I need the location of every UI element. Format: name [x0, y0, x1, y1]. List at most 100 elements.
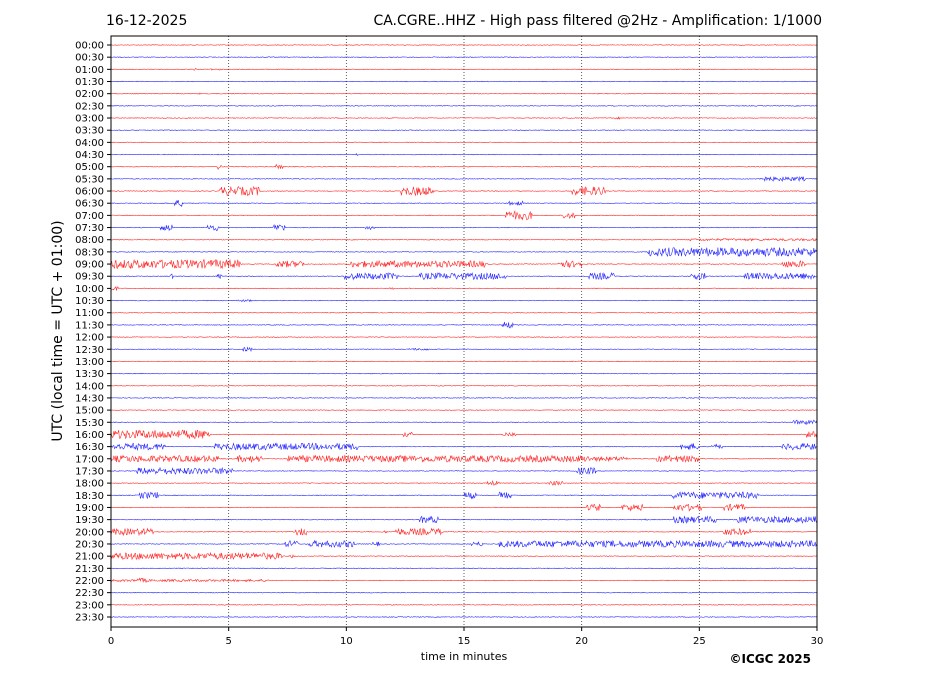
chart-date: 16-12-2025: [106, 13, 187, 29]
x-tick-label: 5: [225, 636, 231, 647]
chart-title: CA.CGRE..HHZ - High pass filtered @2Hz -…: [373, 13, 822, 29]
y-tick-label: 09:30: [75, 272, 104, 283]
trace-0200: [110, 92, 817, 95]
trace-1330: [110, 372, 817, 375]
trace-1730: [110, 466, 817, 475]
y-tick-label: 08:30: [75, 247, 104, 258]
trace-1400: [110, 385, 817, 387]
x-axis-label: time in minutes: [421, 650, 508, 663]
trace-0100: [110, 67, 817, 71]
trace-1100: [110, 311, 817, 314]
y-tick-label: 16:00: [75, 430, 104, 441]
trace-1030: [110, 299, 817, 303]
y-tick-label: 10:00: [75, 284, 104, 295]
plot-frame: [110, 35, 818, 628]
x-tick-label: 10: [340, 636, 353, 647]
trace-1430: [110, 397, 817, 399]
y-axis-label: UTC (local time = UTC + 01:00): [50, 220, 66, 441]
y-tick-label: 21:30: [75, 564, 104, 575]
trace-0830: [110, 247, 817, 258]
trace-0430: [110, 153, 817, 156]
trace-1200: [110, 336, 817, 338]
x-tick-label: 0: [108, 636, 114, 647]
trace-1900: [110, 503, 817, 512]
y-tick-label: 23:00: [75, 600, 104, 611]
trace-1700: [110, 454, 817, 464]
trace-0030: [110, 56, 817, 58]
y-tick-label: 01:30: [75, 77, 104, 88]
y-tick-label: 05:30: [75, 174, 104, 185]
trace-0730: [110, 224, 817, 232]
y-tick-label: 19:00: [75, 503, 104, 514]
trace-1500: [110, 409, 817, 411]
y-tick-label: 23:30: [75, 612, 104, 623]
y-tick-label: 07:30: [75, 223, 104, 234]
y-tick-label: 05:00: [75, 162, 104, 173]
trace-0230: [110, 105, 817, 107]
trace-2000: [110, 527, 817, 537]
trace-1600: [110, 429, 817, 440]
y-tick-label: 02:30: [75, 101, 104, 112]
trace-2300: [110, 604, 817, 606]
y-tick-label: 18:30: [75, 491, 104, 502]
y-tick-label: 17:00: [75, 454, 104, 465]
trace-0630: [110, 199, 817, 208]
y-tick-label: 18:00: [75, 479, 104, 490]
y-tick-label: 04:30: [75, 150, 104, 161]
y-tick-label: 02:00: [75, 89, 104, 100]
trace-2230: [110, 591, 817, 594]
trace-0500: [110, 163, 817, 171]
trace-0330: [110, 129, 817, 131]
trace-0130: [110, 80, 817, 83]
trace-1000: [110, 285, 817, 291]
trace-1800: [110, 480, 817, 486]
y-tick-label: 20:00: [75, 527, 104, 538]
trace-1830: [110, 491, 817, 500]
y-tick-label: 20:30: [75, 539, 104, 550]
y-tick-label: 14:30: [75, 393, 104, 404]
trace-0700: [110, 210, 817, 221]
y-tick-label: 07:00: [75, 211, 104, 222]
y-tick-label: 13:30: [75, 369, 104, 380]
y-tick-label: 12:00: [75, 333, 104, 344]
y-tick-label: 00:30: [75, 53, 104, 64]
trace-1930: [110, 515, 817, 525]
y-tick-label: 15:30: [75, 418, 104, 429]
trace-1530: [110, 419, 817, 426]
y-tick-label: 03:30: [75, 126, 104, 137]
y-tick-label: 21:00: [75, 552, 104, 563]
x-tick-label: 30: [811, 636, 824, 647]
y-tick-label: 11:30: [75, 320, 104, 331]
y-tick-label: 13:00: [75, 357, 104, 368]
y-tick-label: 14:00: [75, 381, 104, 392]
y-tick-label: 01:00: [75, 65, 104, 76]
y-tick-label: 17:30: [75, 466, 104, 477]
y-tick-label: 03:00: [75, 114, 104, 125]
y-tick-label: 09:00: [75, 260, 104, 271]
trace-0600: [110, 185, 817, 197]
trace-0800: [110, 237, 817, 242]
trace-0000: [110, 44, 817, 46]
trace-1630: [110, 442, 817, 451]
copyright: ©ICGC 2025: [729, 652, 811, 666]
trace-0400: [110, 141, 817, 144]
y-tick-label: 19:30: [75, 515, 104, 526]
y-tick-label: 06:30: [75, 199, 104, 210]
y-tick-label: 08:00: [75, 235, 104, 246]
y-tick-label: 10:30: [75, 296, 104, 307]
trace-1130: [110, 321, 817, 329]
y-tick-label: 15:00: [75, 406, 104, 417]
trace-0930: [110, 271, 817, 281]
trace-1230: [110, 346, 817, 352]
trace-2130: [110, 567, 817, 570]
trace-2200: [110, 577, 817, 584]
trace-2330: [110, 616, 817, 618]
y-tick-label: 00:00: [75, 41, 104, 52]
y-tick-label: 04:00: [75, 138, 104, 149]
y-tick-label: 11:00: [75, 308, 104, 319]
y-tick-label: 22:00: [75, 576, 104, 587]
x-tick-label: 20: [575, 636, 588, 647]
trace-2100: [110, 551, 817, 561]
